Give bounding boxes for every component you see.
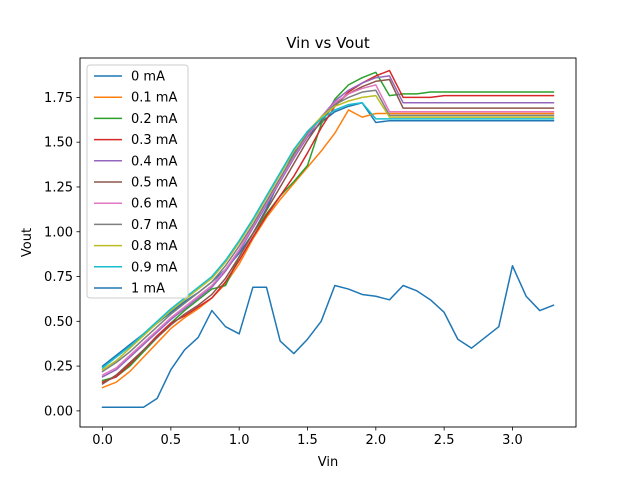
y-tick-label: 1.50	[44, 136, 73, 151]
x-tick-label: 3.0	[502, 433, 523, 448]
plot-area	[101, 69, 555, 409]
series-line-9	[101, 102, 555, 369]
series-line-1	[101, 109, 555, 389]
y-tick-label: 1.75	[44, 91, 73, 106]
legend-label-3: 0.3 mA	[131, 133, 177, 148]
x-tick-label: 0.0	[92, 433, 113, 448]
legend-label-4: 0.4 mA	[131, 154, 177, 169]
legend-label-9: 0.9 mA	[131, 260, 177, 275]
legend-box	[86, 64, 189, 299]
y-axis-label: Vout	[20, 228, 35, 257]
chart-title: Vin vs Vout	[286, 34, 370, 52]
axes-frame	[79, 57, 577, 428]
legend-label-5: 0.5 mA	[131, 176, 177, 191]
x-tick-label: 0.5	[161, 433, 182, 448]
x-tick-label: 1.5	[297, 433, 318, 448]
legend-label-6: 0.6 mA	[131, 197, 177, 212]
x-axis: 0.0 0.5 1.0 1.5 2.0 2.5 3.0	[92, 427, 523, 448]
legend-label-0: 0 mA	[131, 70, 165, 85]
legend-entries: 0 mA 0.1 mA 0.2 mA 0.3 mA 0.4 mA 0.5 mA 0.6 mA…	[94, 70, 177, 297]
y-tick-label: 0.75	[44, 270, 73, 285]
y-tick-label: 0.00	[44, 404, 73, 419]
y-axis: 0.00 0.25 0.50 0.75 1.00 1.25 1.50 1.75	[44, 91, 80, 419]
series-line-8	[101, 94, 555, 371]
y-tick-label: 1.25	[44, 180, 73, 195]
series-line-10	[101, 265, 555, 409]
legend-label-1: 0.1 mA	[131, 91, 177, 106]
x-tick-label: 2.0	[365, 433, 386, 448]
y-tick-label: 0.25	[44, 360, 73, 375]
y-tick-label: 1.00	[44, 225, 73, 240]
x-tick-label: 1.0	[229, 433, 250, 448]
x-tick-label: 2.5	[434, 433, 455, 448]
y-tick-label: 0.50	[44, 315, 73, 330]
legend-label-7: 0.7 mA	[131, 218, 177, 233]
x-axis-label: Vin	[318, 455, 338, 470]
legend-label-8: 0.8 mA	[131, 239, 177, 254]
legend-label-2: 0.2 mA	[131, 112, 177, 127]
legend: 0 mA 0.1 mA 0.2 mA 0.3 mA 0.4 mA 0.5 mA 0.6 mA…	[86, 64, 189, 299]
legend-label-10: 1 mA	[131, 282, 165, 297]
